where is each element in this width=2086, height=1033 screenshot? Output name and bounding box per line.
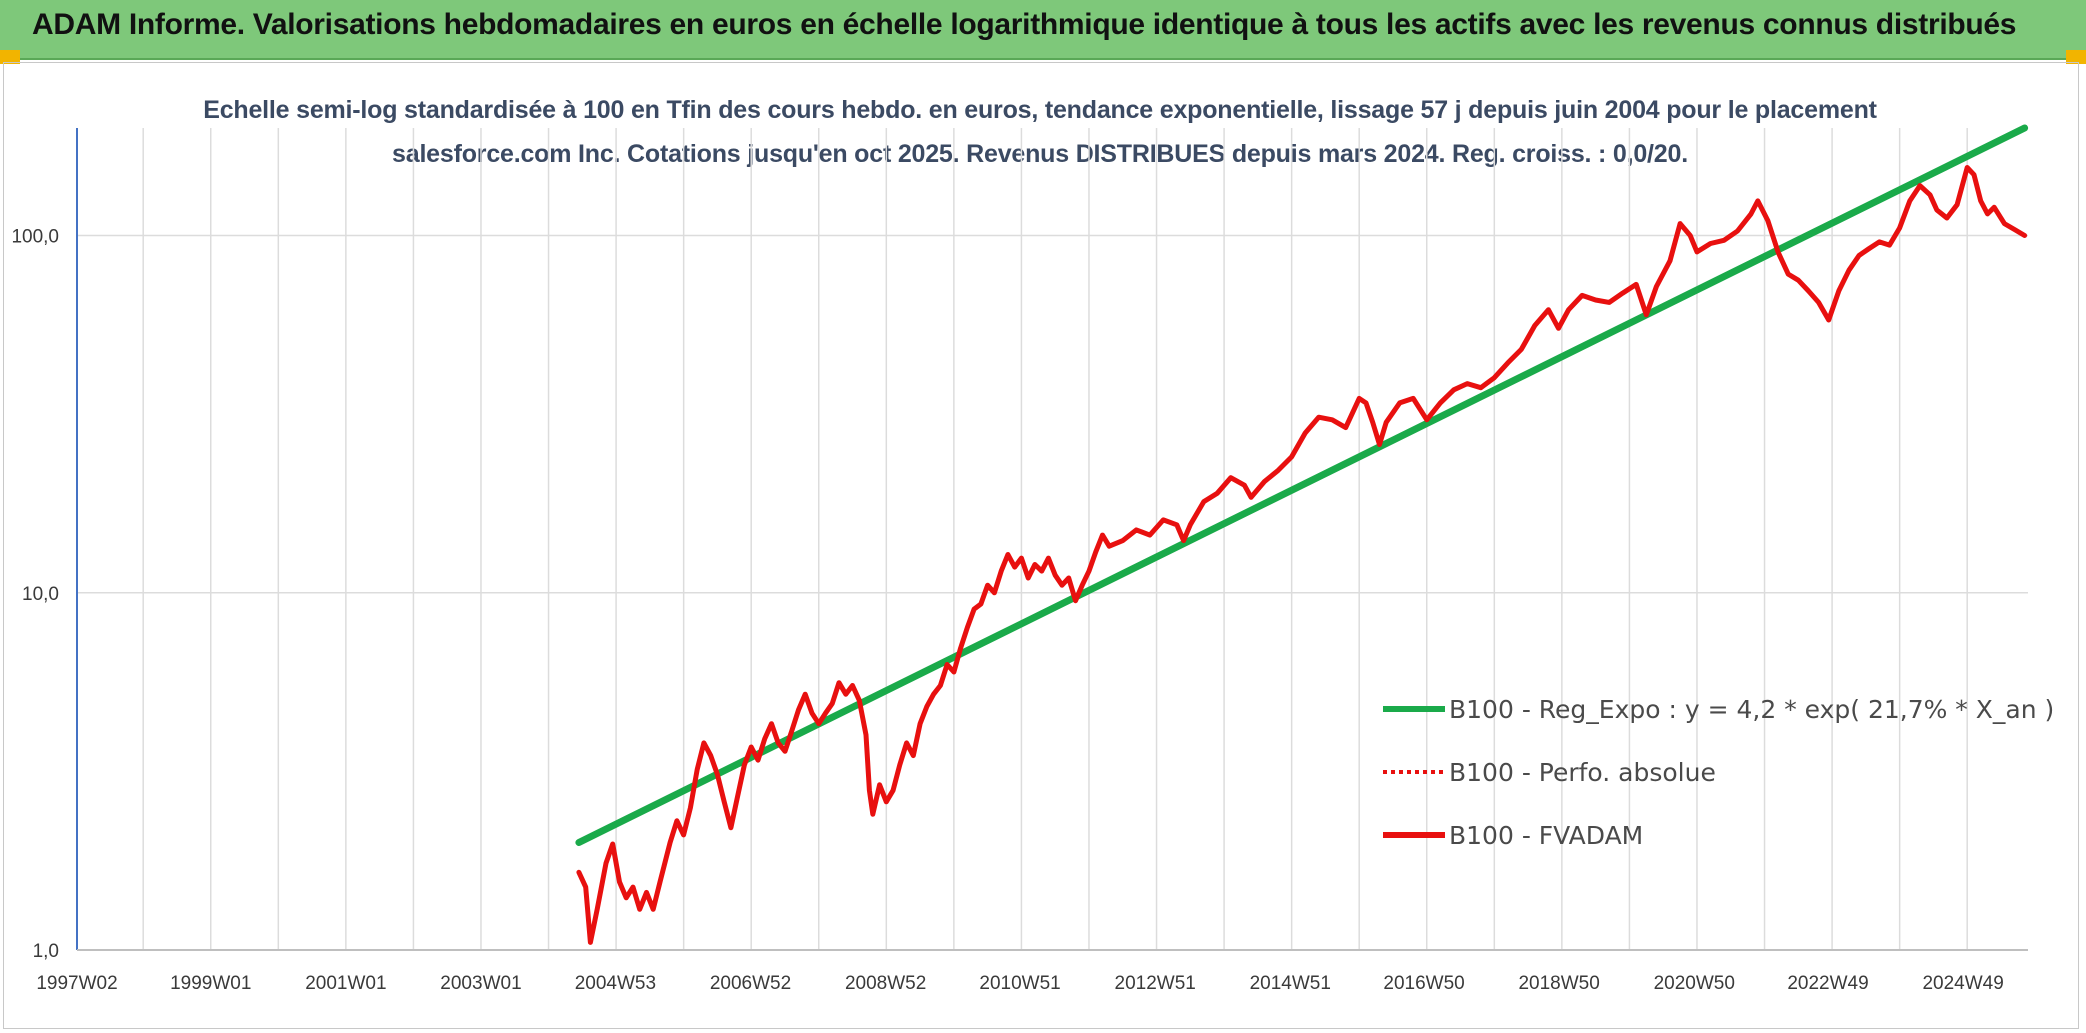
- corner-accent-left: [0, 50, 20, 64]
- corner-accent-right: [2066, 50, 2086, 64]
- axes: [76, 128, 2028, 951]
- x-tick-label: 2014W51: [1250, 973, 1331, 994]
- y-tick-label: 1,0: [33, 941, 59, 962]
- report-header: ADAM Informe. Valorisations hebdomadaire…: [0, 0, 2086, 60]
- y-tick-label: 100,0: [11, 227, 59, 248]
- x-tick-label: 2008W52: [845, 973, 926, 994]
- legend-entry-label: B100 - Reg_Expo : y = 4,2 * exp( 21,7% *…: [1449, 695, 2054, 724]
- tick-labels: 1,0 10,0 100,0 1997W02 1999W01 2001W01 2003W01…: [11, 227, 2003, 994]
- x-tick-label: 2024W49: [1922, 973, 2003, 994]
- x-tick-label: 2012W51: [1115, 973, 1196, 994]
- report-title: ADAM Informe. Valorisations hebdomadaire…: [32, 8, 2017, 41]
- x-tick-label: 2018W50: [1518, 973, 1599, 994]
- x-tick-label: 2020W50: [1654, 973, 1735, 994]
- series-line-fvadam: [576, 165, 2028, 945]
- legend-entry-label: B100 - Perfo. absolue: [1449, 758, 1716, 787]
- legend: B100 - Reg_Expo : y = 4,2 * exp( 21,7% *…: [1383, 695, 2054, 850]
- x-tick-label: 2016W50: [1383, 973, 1464, 994]
- x-tick-label: 2004W53: [575, 973, 656, 994]
- x-tick-label: 2001W01: [305, 973, 386, 994]
- x-tick-label: 1997W02: [36, 973, 117, 994]
- legend-entry-label: B100 - FVADAM: [1449, 821, 1643, 850]
- chart-frame: [3, 62, 2079, 1029]
- x-tick-label: 2006W52: [710, 973, 791, 994]
- x-tick-label: 1999W01: [170, 973, 251, 994]
- grid-lines: [77, 128, 2028, 951]
- y-tick-label: 10,0: [22, 584, 59, 605]
- chart-title: Echelle semi-log standardisée à 100 en T…: [203, 96, 1877, 168]
- x-tick-label: 2003W01: [440, 973, 521, 994]
- x-tick-label: 2022W49: [1787, 973, 1868, 994]
- data-series: [575, 124, 2029, 945]
- x-tick-label: 2010W51: [979, 973, 1060, 994]
